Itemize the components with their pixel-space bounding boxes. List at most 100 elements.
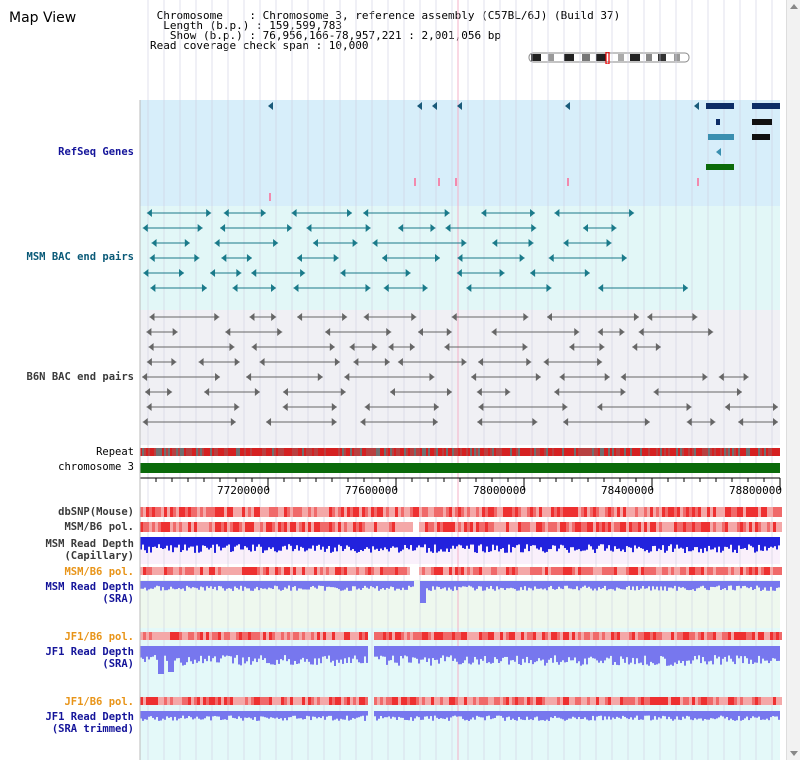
read-depth-bar <box>722 581 724 589</box>
read-depth-bar <box>474 711 476 720</box>
read-depth-bar <box>444 537 446 552</box>
polymorphism-mark <box>758 522 761 532</box>
polymorphism-mark <box>296 632 299 640</box>
read-depth-bar <box>430 537 432 552</box>
chromosome-ideogram[interactable] <box>528 52 692 64</box>
read-depth-bar <box>410 537 412 546</box>
polymorphism-mark <box>386 522 389 532</box>
polymorphism-mark <box>188 697 191 705</box>
repeat-mark <box>748 448 750 456</box>
refseq-track-bg <box>140 100 780 206</box>
bac-end-arrow <box>619 328 625 336</box>
read-depth-bar <box>202 581 204 588</box>
repeat-mark <box>746 448 748 456</box>
polymorphism-mark <box>755 522 758 532</box>
read-depth-bar <box>566 581 568 586</box>
bac-end-arrow <box>146 209 152 217</box>
bac-end-arrow <box>532 418 538 426</box>
read-depth-bar <box>770 537 772 547</box>
read-depth-bar <box>288 646 290 660</box>
repeat-mark <box>314 448 316 456</box>
bac-end-arrow <box>523 313 529 321</box>
bac-end-arrow <box>221 254 227 262</box>
read-depth-bar <box>308 537 310 549</box>
repeat-mark <box>394 448 396 456</box>
read-depth-bar <box>296 537 298 546</box>
bac-end-arrow <box>184 239 190 247</box>
bac-end-arrow <box>569 343 575 351</box>
polymorphism-mark <box>329 632 332 640</box>
read-depth-bar <box>554 581 556 590</box>
read-depth-bar <box>614 711 616 719</box>
polymorphism-mark <box>416 507 419 517</box>
scroll-down-arrow[interactable] <box>790 751 798 756</box>
read-depth-bar <box>456 646 458 662</box>
repeat-mark <box>182 448 184 456</box>
polymorphism-mark <box>362 632 365 640</box>
polymorphism-mark <box>419 522 422 532</box>
polymorphism-mark <box>305 567 308 575</box>
read-depth-bar <box>194 537 196 553</box>
polymorphism-mark <box>584 697 587 705</box>
read-depth-bar <box>726 646 728 662</box>
polymorphism-mark <box>254 567 257 575</box>
polymorphism-mark <box>341 507 344 517</box>
polymorphism-mark <box>161 632 164 640</box>
polymorphism-mark <box>332 567 335 575</box>
read-depth-bar <box>228 537 230 545</box>
polymorphism-mark <box>218 632 221 640</box>
read-depth-bar <box>342 711 344 720</box>
repeat-mark <box>350 448 352 456</box>
read-depth-bar <box>654 711 656 717</box>
polymorphism-mark <box>506 567 509 575</box>
bac-end-arrow <box>352 239 358 247</box>
read-depth-bar <box>380 646 382 656</box>
read-depth-bar <box>248 581 250 589</box>
polymorphism-mark <box>773 522 776 532</box>
polymorphism-mark <box>257 522 260 532</box>
read-depth-bar <box>296 581 298 591</box>
read-depth-bar <box>204 646 206 659</box>
read-depth-bar <box>426 646 428 662</box>
axis-tick-label: 77200000 <box>217 484 270 497</box>
repeat-mark <box>162 448 164 456</box>
read-depth-bar <box>750 581 752 587</box>
bac-end-arrow <box>146 328 152 336</box>
read-depth-bar <box>742 711 744 720</box>
polymorphism-mark <box>674 507 677 517</box>
read-depth-bar <box>340 581 342 591</box>
read-depth-bar <box>330 537 332 553</box>
read-depth-bar <box>766 537 768 551</box>
polymorphism-mark <box>521 632 524 640</box>
read-depth-bar <box>218 537 220 547</box>
polymorphism-mark <box>281 697 284 705</box>
read-depth-bar <box>184 646 186 665</box>
polymorphism-mark <box>350 507 353 517</box>
read-depth-bar <box>738 646 740 659</box>
repeat-mark <box>558 448 560 456</box>
polymorphism-mark <box>389 697 392 705</box>
bac-end-arrow <box>708 328 714 336</box>
repeat-mark <box>258 448 260 456</box>
read-depth-bar <box>150 646 152 658</box>
repeat-mark <box>200 448 202 456</box>
read-depth-bar <box>754 711 756 718</box>
polymorphism-mark <box>197 507 200 517</box>
read-depth-bar <box>342 581 344 591</box>
scroll-up-arrow[interactable] <box>790 4 798 9</box>
read-depth-bar <box>748 537 750 545</box>
read-depth-bar <box>644 711 646 716</box>
bac-end-arrow <box>530 269 536 277</box>
vertical-scrollbar[interactable] <box>786 0 800 760</box>
read-depth-bar <box>282 646 284 661</box>
polymorphism-mark <box>425 567 428 575</box>
polymorphism-mark <box>455 632 458 640</box>
polymorphism-mark <box>176 632 179 640</box>
repeat-mark <box>184 448 186 456</box>
read-depth-bar <box>606 537 608 549</box>
read-depth-bar <box>416 711 418 717</box>
polymorphism-mark <box>173 522 176 532</box>
bac-end-arrow <box>349 343 355 351</box>
